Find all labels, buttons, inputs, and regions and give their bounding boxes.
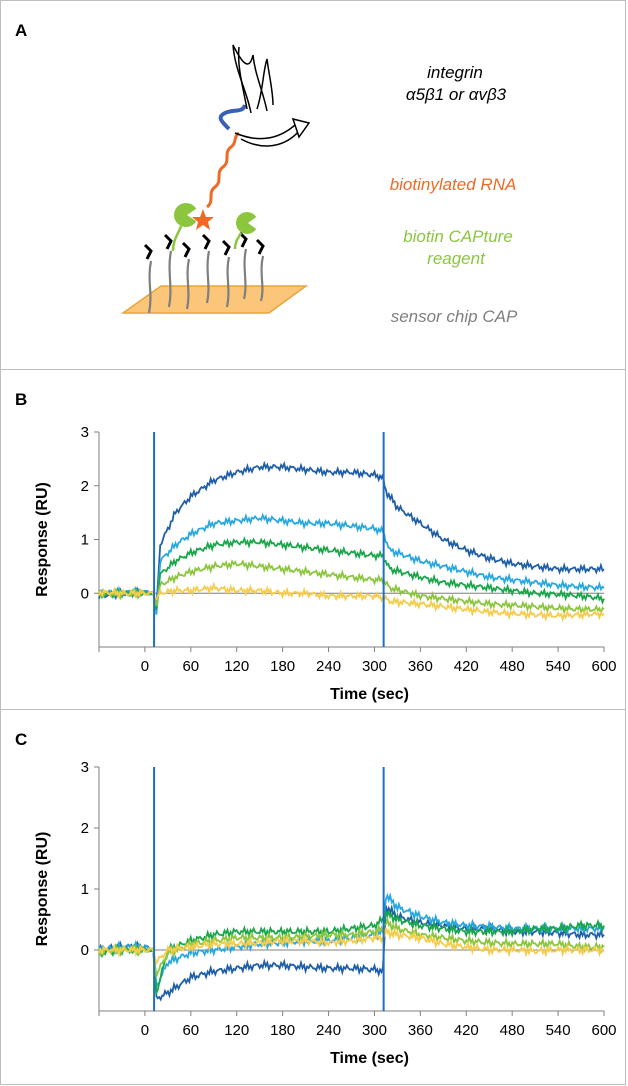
biotinylated-rna: [192, 131, 240, 230]
series-line-4: [98, 915, 605, 978]
x-tick-label: 240: [316, 658, 341, 675]
x-tick-label: 480: [500, 1022, 525, 1039]
panel-c: C 0 1 2 3 0 60 120 180 240 300 360 420 480 540 600 Time…: [0, 709, 626, 1085]
panel-a: A: [0, 0, 626, 370]
schematic: [120, 44, 311, 314]
y-tick-label: 2: [81, 478, 89, 495]
y-tick-label: 0: [81, 585, 89, 602]
y-tick-label: 3: [81, 424, 89, 441]
x-tick-label: 300: [362, 658, 387, 675]
y-axis-title: Response (RU): [34, 832, 51, 947]
chip-label: sensor chip CAP: [390, 307, 518, 326]
series-line-5: [98, 581, 605, 623]
chip-linkers: [147, 248, 265, 314]
y-tick-label: 1: [81, 881, 89, 898]
x-tick-label: 240: [316, 1022, 341, 1039]
binding-arrow: [234, 117, 311, 147]
x-tick-label: 360: [408, 658, 433, 675]
x-tick-label: 420: [454, 658, 479, 675]
x-tick-label: 600: [591, 1022, 616, 1039]
x-tick-label: 60: [182, 1022, 199, 1039]
y-tick-label: 0: [81, 942, 89, 959]
capture-label-line1: biotin CAPture: [403, 227, 513, 246]
x-tick-label: 360: [408, 1022, 433, 1039]
integrin-label-line1: integrin: [427, 63, 483, 82]
chip-tips: [143, 231, 265, 260]
integrin: [218, 44, 274, 131]
y-tick-label: 3: [81, 759, 89, 776]
x-tick-label: 120: [224, 658, 249, 675]
panel-label-c: C: [15, 730, 28, 749]
x-tick-label: 480: [500, 658, 525, 675]
x-tick-label: 120: [224, 1022, 249, 1039]
x-tick-label: 60: [182, 658, 199, 675]
series-line-3: [98, 908, 605, 997]
x-tick-label: 0: [141, 658, 149, 675]
series-line-2: [98, 512, 605, 615]
y-tick-label: 1: [81, 532, 89, 549]
panel-label-b: B: [15, 390, 28, 409]
panel-label-a: A: [15, 21, 28, 40]
series-line-4: [98, 559, 605, 617]
x-tick-label: 600: [591, 658, 616, 675]
x-tick-label: 0: [141, 1022, 149, 1039]
series-line-5: [98, 926, 605, 965]
x-tick-label: 180: [270, 1022, 295, 1039]
chart-b: 0 1 2 3 0 60 120 180 240 300 360 420 480 540 600 Time (…: [34, 424, 617, 703]
x-tick-label: 540: [546, 1022, 571, 1039]
series-line-3: [98, 536, 605, 610]
chart-c: 0 1 2 3 0 60 120 180 240 300 360 420 480 540 600 Time (…: [34, 759, 617, 1067]
capture-label-line2: reagent: [427, 249, 485, 268]
x-tick-label: 180: [270, 658, 295, 675]
y-axis-title: Response (RU): [34, 482, 51, 597]
rna-label: biotinylated RNA: [389, 175, 517, 194]
y-tick-label: 2: [81, 820, 89, 837]
x-axis-title: Time (sec): [330, 686, 409, 703]
x-tick-label: 300: [362, 1022, 387, 1039]
x-tick-label: 540: [546, 658, 571, 675]
series-line-1: [98, 460, 605, 608]
x-tick-label: 420: [454, 1022, 479, 1039]
integrin-label-line2: α5β1 or αvβ3: [405, 85, 507, 104]
panel-b: B 0 1 2 3 0 60 120 180 240 300 360 420 480 540 600 Time…: [0, 369, 626, 710]
x-axis-title: Time (sec): [330, 1050, 409, 1067]
